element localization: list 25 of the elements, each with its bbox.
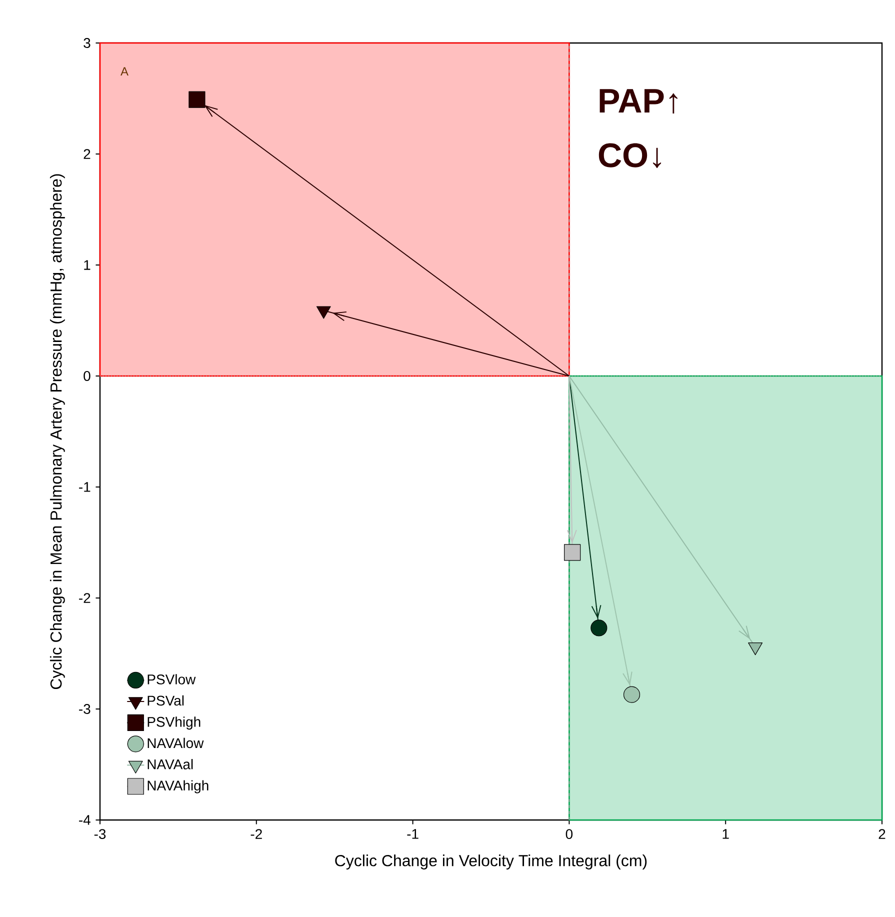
- y-tick-label: 0: [84, 371, 90, 381]
- y-tick-label: -1: [79, 482, 90, 492]
- y-tick-label: 3: [84, 38, 90, 48]
- annotation: PAP↑: [600, 89, 678, 114]
- x-tick-label: 2: [878, 829, 886, 839]
- y-tick-label: -4: [79, 815, 90, 825]
- legend-label: NAVAlow: [148, 738, 204, 748]
- legend-label: PSVhigh: [148, 716, 200, 730]
- legend-label: PSVlow: [148, 674, 196, 684]
- y-axis-title: Cyclic Change in Mean Pulmonary Artery Pressure (mmHg, atmosphere): [50, 174, 65, 689]
- legend-label: NAVAal: [148, 759, 193, 770]
- y-tick-label: -2: [79, 593, 90, 603]
- x-tick-label: -3: [94, 829, 106, 840]
- x-tick-label: -1: [407, 829, 418, 839]
- y-tick-label: -3: [79, 704, 90, 714]
- legend-label: NAVAhigh: [148, 780, 208, 794]
- annotation: CO↓: [598, 143, 662, 168]
- x-tick-label: 1: [722, 829, 729, 839]
- y-tick-label: 1: [84, 260, 90, 270]
- x-axis-title: Cyclic Change in Velocity Time Integral (cm): [335, 854, 647, 870]
- y-tick-label: 2: [84, 149, 90, 159]
- legend-label: PSVal: [148, 695, 184, 706]
- x-tick-label: -2: [250, 829, 262, 839]
- annotation: A: [120, 67, 128, 76]
- x-tick-label: 0: [566, 829, 573, 840]
